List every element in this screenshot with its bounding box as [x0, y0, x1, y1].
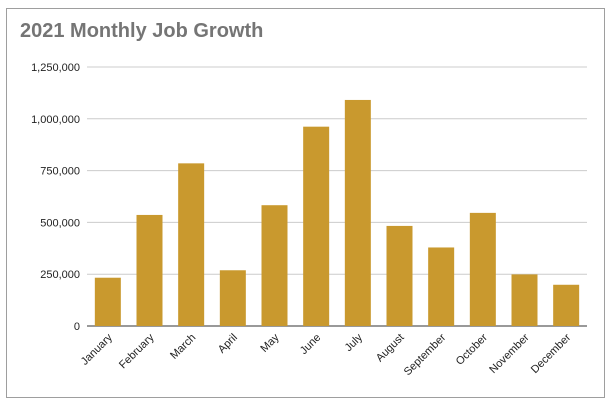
bar-september: [428, 247, 455, 326]
x-tick-label-september: September: [402, 331, 449, 378]
x-tick-label-april: April: [216, 332, 240, 356]
y-tick-label: 500,000: [40, 217, 80, 229]
x-tick-label-may: May: [258, 331, 282, 355]
y-tick-label: 1,250,000: [31, 62, 80, 74]
x-tick-label-november: November: [487, 331, 532, 376]
x-tick-label-january: January: [79, 331, 116, 368]
y-axis-labels: 0 250,000 500,000 750,000 1,000,000 1,250,000: [31, 62, 80, 333]
y-tick-label: 750,000: [40, 166, 80, 178]
bar-june: [303, 126, 330, 326]
bar-july: [344, 99, 371, 327]
bar-august: [386, 225, 413, 326]
x-tick-label-december: December: [529, 331, 574, 376]
bars: [94, 99, 580, 327]
x-tick-label-june: June: [298, 332, 323, 357]
bar-april: [219, 270, 246, 326]
bar-november: [511, 274, 538, 326]
chart-title: 2021 Monthly Job Growth: [20, 20, 264, 42]
bar-january: [94, 277, 121, 326]
bar-october: [469, 212, 496, 326]
y-tick-label: 250,000: [40, 269, 80, 281]
x-tick-label-august: August: [374, 332, 407, 365]
y-tick-label: 0: [74, 321, 80, 333]
x-tick-label-october: October: [454, 331, 490, 367]
x-tick-label-july: July: [343, 331, 366, 354]
gridlines: [87, 66, 587, 327]
bar-december: [553, 284, 580, 326]
bar-may: [261, 205, 288, 326]
x-axis-labels: January February March April May June July Augu…: [79, 331, 574, 378]
bar-february: [136, 214, 163, 326]
x-tick-label-february: February: [117, 331, 157, 371]
y-tick-label: 1,000,000: [31, 114, 80, 126]
bar-march: [178, 163, 205, 326]
x-tick-label-march: March: [168, 332, 198, 362]
